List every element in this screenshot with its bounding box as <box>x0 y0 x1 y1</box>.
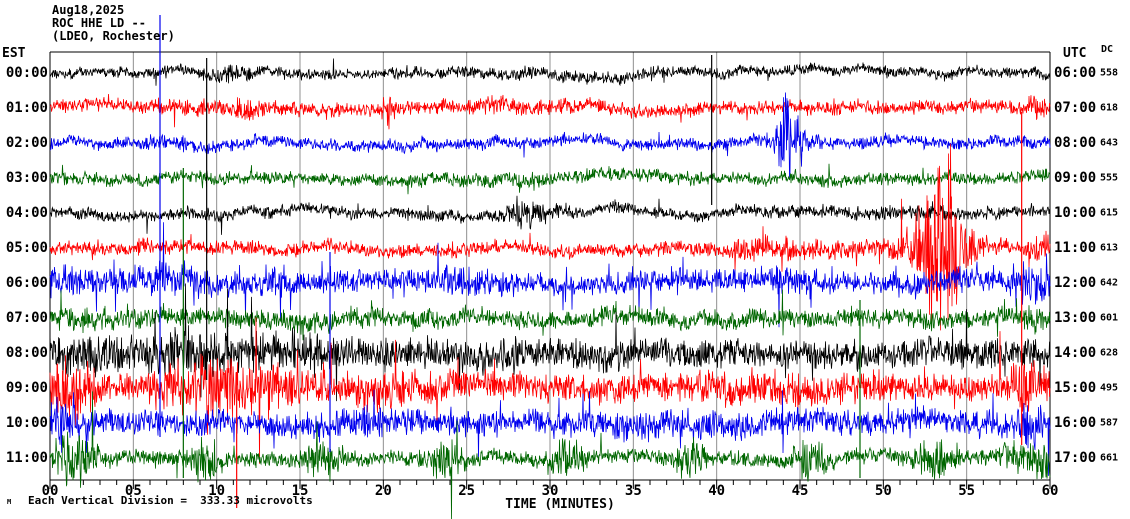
dc-value-0700: 618 <box>1100 102 1119 114</box>
trace-0000-est <box>50 58 1051 87</box>
x-axis-title: TIME (MINUTES) <box>505 497 615 512</box>
utc-label-1500: 15:00 <box>1054 380 1097 396</box>
x-tick-label-10: 10 <box>208 483 226 499</box>
dc-value-1100: 613 <box>1100 242 1119 254</box>
trace-0300-est <box>49 163 1051 195</box>
est-label-0200: 02:00 <box>5 135 48 151</box>
header-date: Aug18,2025 <box>52 3 125 17</box>
utc-label-0900: 09:00 <box>1054 170 1097 186</box>
est-label-0900: 09:00 <box>5 380 48 396</box>
est-label-0300: 03:00 <box>5 170 48 186</box>
trace-0500-est <box>49 143 1051 331</box>
utc-label-1300: 13:00 <box>1054 310 1097 326</box>
trace-0700-est <box>49 289 1051 341</box>
x-tick-label-50: 50 <box>874 483 892 499</box>
est-column-header: EST <box>2 46 26 61</box>
est-label-0800: 08:00 <box>5 345 48 361</box>
dc-value-1400: 628 <box>1100 347 1119 359</box>
utc-label-1000: 10:00 <box>1054 205 1097 221</box>
est-label-0500: 05:00 <box>5 240 48 256</box>
vertical-division-note: Each Vertical Division = 333.33 microvol… <box>28 494 313 507</box>
dc-value-1500: 495 <box>1100 382 1119 394</box>
dc-column-header: DC <box>1101 44 1114 55</box>
dc-value-1000: 615 <box>1100 207 1119 219</box>
trace-0900-est <box>49 317 1051 464</box>
est-label-1000: 10:00 <box>5 415 48 431</box>
utc-label-1400: 14:00 <box>1054 345 1097 361</box>
dc-value-1700: 661 <box>1100 452 1119 464</box>
est-label-0400: 04:00 <box>5 205 48 221</box>
scale-m-mark: M <box>7 498 12 506</box>
x-tick-label-35: 35 <box>624 483 642 499</box>
x-tick-label-25: 25 <box>458 483 476 499</box>
trace-0400-est <box>49 195 1051 235</box>
utc-label-0700: 07:00 <box>1054 100 1097 116</box>
dc-value-1200: 642 <box>1100 277 1119 289</box>
dc-value-0900: 555 <box>1100 172 1119 184</box>
est-label-1100: 11:00 <box>5 450 48 466</box>
trace-0100-est <box>49 93 1051 130</box>
dc-value-1300: 601 <box>1100 312 1119 324</box>
trace-0200-est <box>49 92 1051 179</box>
trace-0600-est <box>49 222 1051 328</box>
utc-column-header: UTC <box>1063 46 1087 61</box>
x-tick-label-00: 00 <box>41 483 59 499</box>
dc-value-0800: 643 <box>1100 137 1119 149</box>
est-label-0700: 07:00 <box>5 310 48 326</box>
dc-value-1600: 587 <box>1100 417 1119 429</box>
x-tick-label-45: 45 <box>791 483 809 499</box>
utc-label-1600: 16:00 <box>1054 415 1097 431</box>
trace-0800-est <box>49 283 1051 402</box>
trace-1000-est <box>49 389 1051 476</box>
est-label-0000: 00:00 <box>5 65 48 81</box>
utc-label-1100: 11:00 <box>1054 240 1097 256</box>
dc-value-0600: 558 <box>1100 67 1119 79</box>
x-tick-label-20: 20 <box>374 483 392 499</box>
x-tick-label-15: 15 <box>291 483 309 499</box>
utc-label-0800: 08:00 <box>1054 135 1097 151</box>
x-tick-label-40: 40 <box>708 483 726 499</box>
x-tick-label-55: 55 <box>958 483 976 499</box>
utc-label-0600: 06:00 <box>1054 65 1097 81</box>
trace-1100-est <box>49 391 1051 519</box>
x-tick-label-05: 05 <box>124 483 142 499</box>
plot-header: Aug18,2025 ROC HHE LD -- (LDEO, Rochester) <box>52 4 175 43</box>
est-label-0600: 06:00 <box>5 275 48 291</box>
x-tick-label-30: 30 <box>541 483 559 499</box>
header-station: ROC HHE LD -- <box>52 16 146 30</box>
utc-label-1200: 12:00 <box>1054 275 1097 291</box>
header-org: (LDEO, Rochester) <box>52 29 175 43</box>
utc-label-1700: 17:00 <box>1054 450 1097 466</box>
est-label-0100: 01:00 <box>5 100 48 116</box>
x-tick-label-60: 60 <box>1041 483 1059 499</box>
